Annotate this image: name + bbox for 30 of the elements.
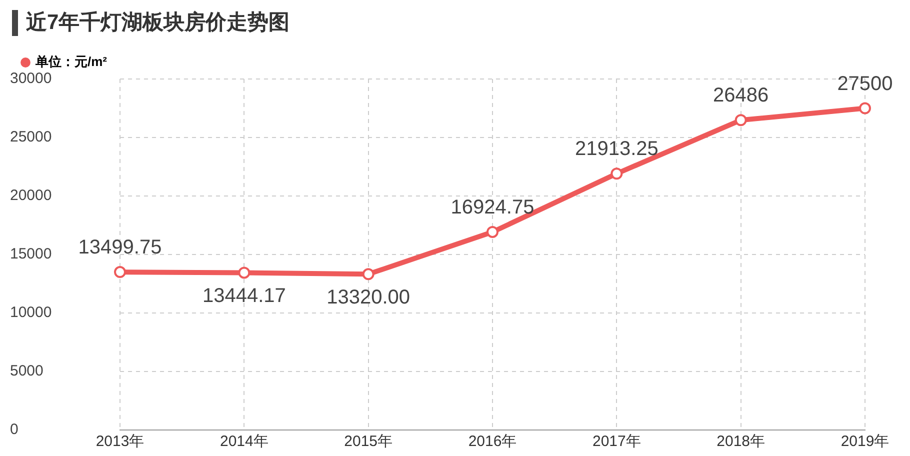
point xyxy=(114,266,126,278)
data-label: 26486 xyxy=(713,84,769,107)
x-tick-label: 2014年 xyxy=(220,433,268,450)
point xyxy=(238,266,250,279)
point xyxy=(610,168,623,180)
data-label: 16924.75 xyxy=(450,196,534,218)
point xyxy=(362,268,374,280)
chart-title: 近7年千灯湖板块房价走势图 xyxy=(12,10,290,36)
y-tick-label: 10000 xyxy=(10,304,52,322)
y-tick-label: 25000 xyxy=(10,128,52,146)
data-label: 13499.75 xyxy=(78,236,162,259)
x-tick-label: 2017年 xyxy=(592,433,641,450)
x-tick-label: 2016年 xyxy=(468,433,517,450)
data-label: 27500 xyxy=(837,72,893,95)
data-label: 13320.00 xyxy=(326,286,410,309)
x-tick-label: 2013年 xyxy=(96,433,144,450)
x-tick-label: 2018年 xyxy=(716,433,766,450)
y-tick-label: 5000 xyxy=(10,362,44,380)
point xyxy=(734,114,747,126)
y-tick-label: 20000 xyxy=(10,187,52,204)
y-tick-label: 15000 xyxy=(10,246,52,263)
data-label: 13444.17 xyxy=(202,285,286,308)
point xyxy=(859,102,871,114)
legend-label: 单位：元/m² xyxy=(34,54,108,70)
y-tick-label: 0 xyxy=(10,421,18,438)
y-tick-label: 30000 xyxy=(10,70,52,88)
x-tick-label: 2015年 xyxy=(344,433,393,450)
point xyxy=(486,226,498,238)
data-label: 21913.25 xyxy=(574,138,658,160)
x-tick-label: 2019年 xyxy=(840,433,890,450)
